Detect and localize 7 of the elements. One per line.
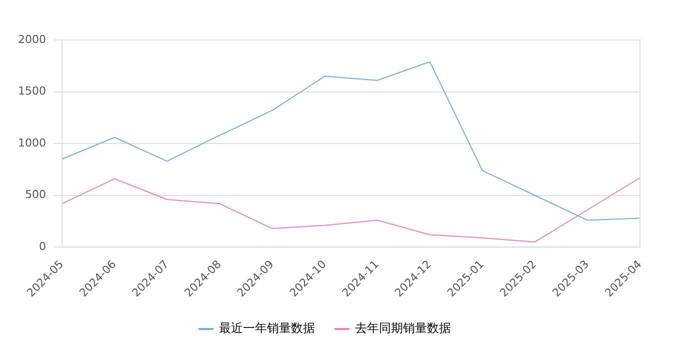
y-tick-label: 0 — [38, 240, 46, 254]
y-tick-label: 500 — [24, 188, 46, 202]
y-tick-label: 1500 — [18, 84, 46, 98]
y-tick-label: 2000 — [18, 32, 46, 46]
legend-label: 去年同期销量数据 — [355, 321, 451, 336]
legend-label: 最近一年销量数据 — [219, 321, 315, 336]
y-tick-label: 1000 — [18, 136, 46, 150]
